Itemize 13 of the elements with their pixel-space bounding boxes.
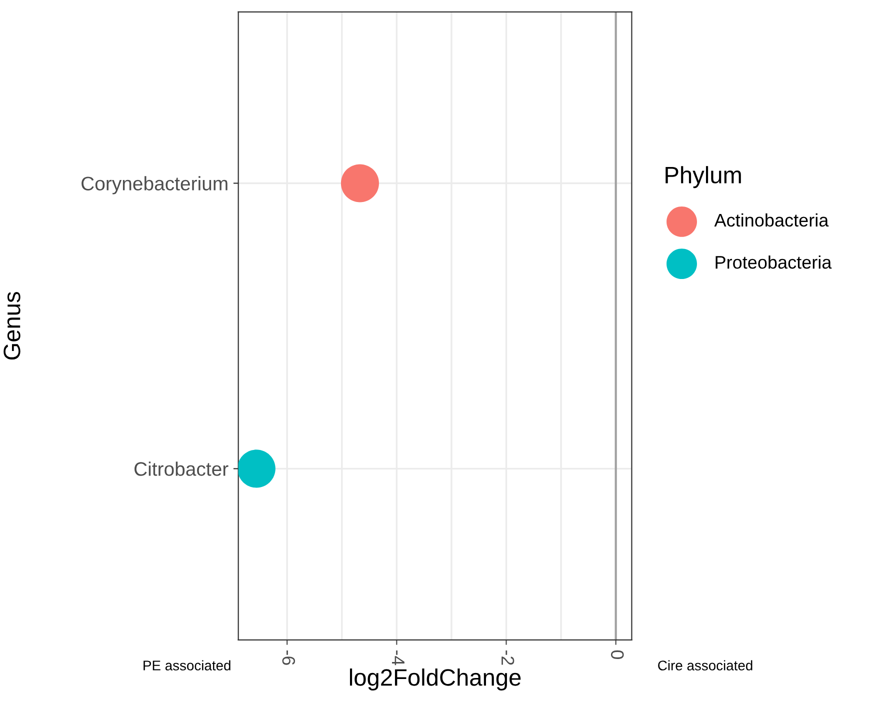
text: Cire associated <box>658 660 752 670</box>
legend-label: Actinobacteria <box>714 213 829 227</box>
x-tick-label: 0 <box>610 650 624 659</box>
y-tick-label: Corynebacterium <box>82 176 228 194</box>
y-axis-title: Genus <box>4 292 20 360</box>
y-tick-label: Citrobacter <box>134 462 228 476</box>
legend-title: Phylum <box>666 166 741 188</box>
x-tick-label: -2 <box>502 650 514 665</box>
x-tick-label: -6 <box>282 650 296 665</box>
x-axis-title: log2FoldChange <box>350 668 521 690</box>
text: PE associated <box>144 660 230 670</box>
legend-label: Proteobacteria <box>716 255 832 269</box>
x-tick-label: -4 <box>392 650 404 666</box>
